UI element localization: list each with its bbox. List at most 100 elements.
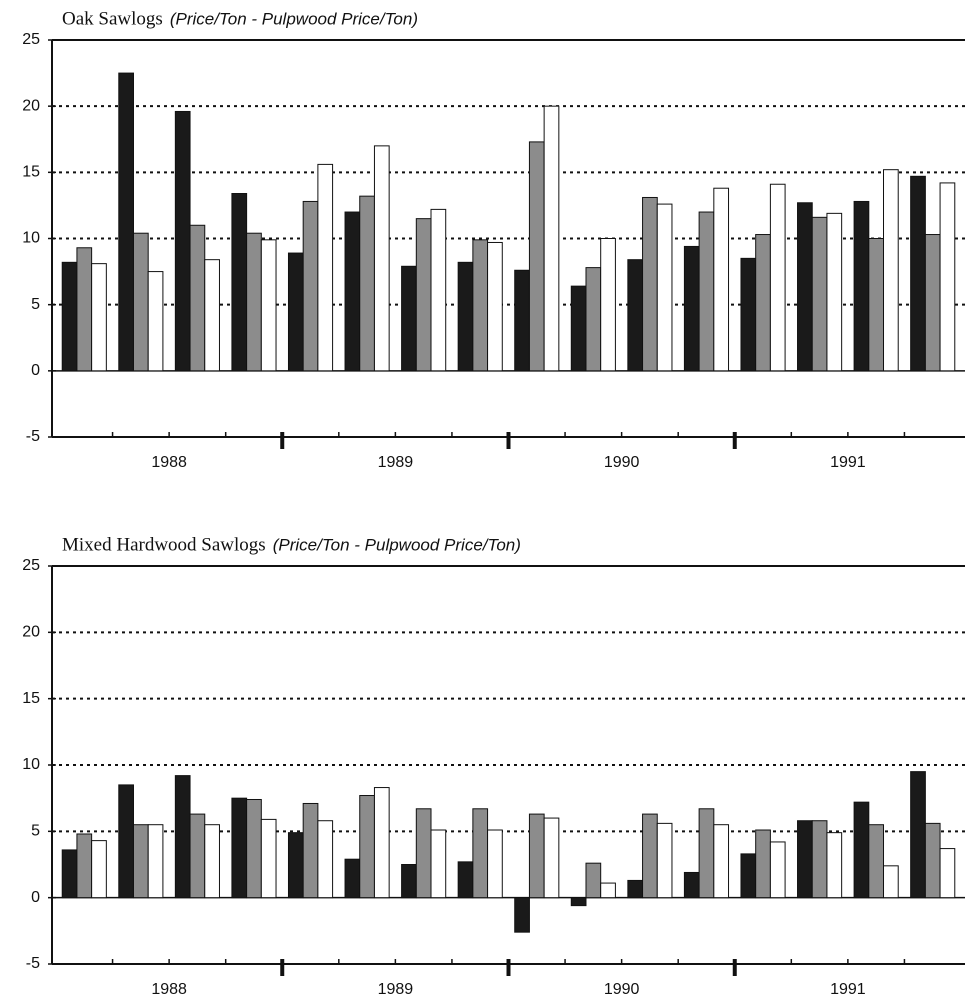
bar: [472, 808, 489, 899]
x-tick-label: 1988: [151, 981, 187, 998]
bar: [260, 818, 277, 899]
chart-subtitle: (Price/Ton - Pulpwood Price/Ton): [273, 535, 521, 554]
chart-title: Oak Sawlogs: [62, 8, 163, 29]
bar: [570, 897, 587, 907]
bar: [231, 797, 248, 899]
bar: [811, 820, 828, 899]
bar: [246, 232, 262, 372]
bar: [204, 824, 220, 899]
bar: [868, 238, 885, 372]
bar: [204, 259, 220, 372]
bar: [924, 822, 941, 899]
y-tick-label: 0: [31, 362, 40, 379]
bar: [76, 833, 93, 899]
x-tick-label: 1990: [604, 981, 640, 998]
bar: [487, 829, 503, 899]
bar: [189, 813, 206, 899]
bar: [246, 798, 262, 899]
y-tick-label: 20: [22, 624, 40, 641]
x-tick-label: 1991: [830, 981, 866, 998]
bar: [317, 820, 334, 899]
bar: [430, 829, 447, 899]
bar: [514, 897, 530, 933]
bar: [910, 175, 926, 372]
bar: [401, 864, 417, 899]
bar: [642, 813, 658, 899]
y-tick-label: 5: [31, 823, 40, 840]
bar: [528, 141, 545, 372]
bar: [656, 822, 673, 899]
bar: [147, 271, 164, 372]
bar: [401, 265, 417, 372]
bar: [359, 195, 375, 372]
bar: [132, 824, 149, 899]
bar: [769, 841, 786, 899]
x-tick-label: 1989: [378, 454, 414, 471]
bar: [853, 200, 870, 372]
bar: [543, 105, 560, 372]
bar: [543, 817, 560, 899]
bar: [683, 871, 700, 899]
bar: [344, 858, 361, 899]
bar: [868, 824, 885, 899]
bar: [528, 813, 545, 899]
x-tick-label: 1989: [378, 981, 414, 998]
bar: [755, 234, 771, 372]
bar: [132, 232, 149, 372]
bar: [713, 187, 730, 372]
bar: [883, 169, 899, 372]
bar: [118, 784, 134, 899]
chart-title: Mixed Hardwood Sawlogs: [62, 534, 266, 555]
bar: [373, 145, 390, 372]
bar: [826, 212, 843, 372]
bar: [585, 862, 602, 899]
bar: [76, 247, 93, 372]
bar: [287, 252, 304, 372]
y-tick-label: 15: [22, 164, 40, 181]
bar: [826, 832, 843, 899]
bar: [487, 241, 503, 372]
bar: [260, 239, 277, 372]
bar: [627, 879, 644, 899]
bar: [61, 849, 78, 899]
bar: [61, 261, 78, 372]
x-tick-label: 1988: [151, 454, 187, 471]
bar: [740, 257, 757, 372]
y-tick-label: 20: [22, 97, 40, 114]
bar: [797, 820, 813, 899]
bar: [698, 808, 715, 899]
bar: [189, 224, 206, 372]
y-tick-label: 25: [22, 31, 40, 48]
bar: [698, 211, 715, 372]
bar: [910, 771, 926, 899]
bar: [430, 208, 447, 372]
bar: [91, 840, 107, 899]
bar: [656, 203, 673, 372]
bar: [570, 285, 587, 372]
y-tick-label: 25: [22, 557, 40, 574]
chart-subtitle: (Price/Ton - Pulpwood Price/Ton): [170, 9, 418, 28]
bar: [174, 110, 191, 372]
bar: [683, 245, 700, 372]
bar: [287, 832, 304, 899]
bar: [174, 775, 191, 899]
bar: [600, 882, 616, 899]
bar: [627, 259, 644, 372]
bar: [302, 802, 319, 899]
bar: [302, 200, 319, 372]
bar: [147, 824, 164, 899]
x-tick-label: 1991: [830, 454, 866, 471]
bar: [457, 861, 474, 899]
bar: [853, 801, 870, 899]
bar: [585, 267, 602, 372]
bar: [797, 202, 813, 372]
bar: [939, 182, 956, 372]
bar: [740, 853, 757, 899]
bar: [811, 216, 828, 372]
y-tick-label: 10: [22, 230, 40, 247]
bar: [231, 193, 248, 372]
x-tick-label: 1990: [604, 454, 640, 471]
bar: [457, 261, 474, 372]
bar: [415, 808, 432, 899]
